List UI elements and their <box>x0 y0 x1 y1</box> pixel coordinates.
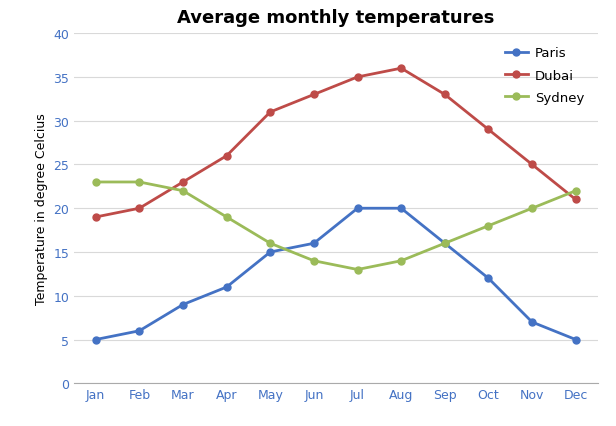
Paris <box>441 241 448 246</box>
Paris <box>223 285 230 290</box>
Sydney <box>310 259 318 264</box>
Sydney <box>267 241 274 246</box>
Sydney <box>485 224 492 229</box>
Line: Paris: Paris <box>92 205 579 343</box>
Dubai <box>136 206 143 211</box>
Dubai <box>223 154 230 159</box>
Dubai <box>179 180 187 185</box>
Dubai <box>529 162 536 167</box>
Dubai <box>310 92 318 98</box>
Paris <box>136 328 143 334</box>
Dubai <box>397 66 405 72</box>
Sydney <box>397 259 405 264</box>
Dubai <box>267 110 274 115</box>
Y-axis label: Temperature in degree Celcius: Temperature in degree Celcius <box>34 113 47 305</box>
Legend: Paris, Dubai, Sydney: Paris, Dubai, Sydney <box>498 40 591 111</box>
Dubai <box>354 75 361 80</box>
Sydney <box>354 268 361 273</box>
Dubai <box>485 127 492 132</box>
Sydney <box>529 206 536 211</box>
Dubai <box>441 92 448 98</box>
Sydney <box>92 180 99 185</box>
Paris <box>92 337 99 343</box>
Sydney <box>441 241 448 246</box>
Paris <box>572 337 580 343</box>
Line: Dubai: Dubai <box>92 66 579 221</box>
Line: Sydney: Sydney <box>92 179 579 273</box>
Paris <box>267 250 274 255</box>
Sydney <box>572 189 580 194</box>
Paris <box>485 276 492 281</box>
Paris <box>310 241 318 246</box>
Dubai <box>92 215 99 220</box>
Sydney <box>179 189 187 194</box>
Paris <box>354 206 361 211</box>
Paris <box>179 302 187 308</box>
Paris <box>397 206 405 211</box>
Sydney <box>223 215 230 220</box>
Title: Average monthly temperatures: Average monthly temperatures <box>177 9 495 27</box>
Paris <box>529 320 536 325</box>
Sydney <box>136 180 143 185</box>
Dubai <box>572 197 580 202</box>
